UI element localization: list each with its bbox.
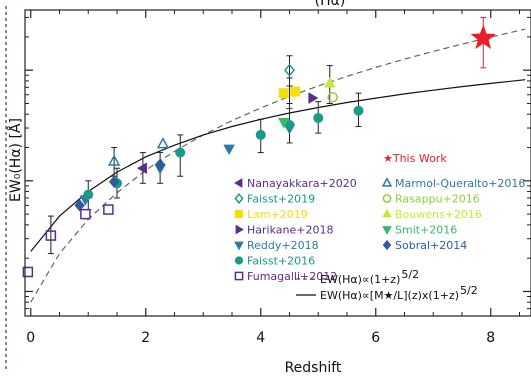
x-axis-label: Redshift	[285, 360, 342, 376]
point-sobral-2014	[154, 158, 166, 171]
y-axis-ticks: 101001000	[25, 16, 531, 317]
point-harikane-2018	[308, 92, 319, 104]
legend-marker-lam-2019	[234, 209, 244, 219]
legend-marker-sobral-2014	[382, 239, 392, 251]
x-tick-label: 2	[141, 330, 150, 346]
curve-solid-ml-model	[30, 79, 526, 252]
annotation-this-work: ★This Work	[383, 152, 447, 165]
point-faisst-2016	[255, 129, 266, 140]
point-bouwens-2016	[323, 76, 336, 88]
curve-dashed-power-law	[30, 28, 526, 303]
legend-label-bouwens-2016: Bouwens+2016	[395, 208, 482, 221]
x-tick-label: 0	[26, 330, 35, 346]
point-faisst-2016	[175, 147, 186, 158]
point-faisst-2019	[284, 63, 295, 77]
data-markers	[22, 24, 497, 278]
point-lam-2019	[278, 88, 289, 99]
legend-label-fumagalli-2012: Fumagalli+2012	[247, 270, 337, 283]
point-rasappu-2016	[327, 91, 338, 103]
this-work-annotation: ★This Work	[383, 152, 447, 165]
point-faisst-2016	[83, 189, 94, 200]
x-axis-ticks: 0 2 4 6 8	[26, 10, 520, 346]
legend-label-rasappu-2016: Rasappu+2016	[395, 193, 480, 206]
legend-label-smit-2016: Smit+2016	[395, 224, 457, 237]
point-marmol-queralto-2016	[156, 137, 170, 149]
legend: ★This Work Nanayakkara+2020 Faisst+2019 La…	[234, 152, 525, 302]
point-smit-2016	[277, 117, 290, 129]
point-sobral-2014	[108, 175, 120, 188]
point-lam-2019	[290, 86, 301, 97]
legend-label-reddy-2018: Reddy+2018	[247, 239, 319, 252]
legend-curve-label: EW(Hα)∝[M★/L](z)x(1+z)	[320, 289, 459, 302]
clipped-title-fragment: (Hα)	[315, 0, 346, 9]
legend-label-marmol-queralto-2016: Marmol-Queralto+2016	[395, 177, 525, 190]
legend-marker-fumagalli-2012	[234, 271, 244, 281]
legend-marker-bouwens-2016	[382, 208, 392, 218]
point-marmol-queralto-2016	[107, 154, 121, 166]
x-tick-label: 6	[371, 330, 380, 346]
legend-marker-faisst-2019	[234, 193, 244, 204]
legend-marker-nanayakkara-2020	[234, 178, 243, 188]
error-bars	[47, 16, 487, 255]
x-tick-label: 4	[256, 330, 265, 346]
legend-label-faisst-2016: Faisst+2016	[247, 255, 315, 268]
point-reddy-2018	[223, 144, 235, 156]
legend-marker-reddy-2018	[234, 241, 244, 251]
model-curves	[30, 28, 526, 303]
point-faisst-2016	[353, 105, 364, 116]
legend-curve-exponent: 5/2	[401, 268, 419, 281]
point-fumagalli-2012	[80, 208, 91, 220]
legend-marker-harikane-2018	[235, 224, 244, 235]
legend-curve-exponent: 5/2	[460, 284, 478, 297]
legend-label-lam-2019: Lam+2019	[247, 208, 308, 221]
legend-label-harikane-2018: Harikane+2018	[247, 224, 333, 237]
plot-frame	[24, 9, 531, 317]
legend-label-sobral-2014: Sobral+2014	[395, 239, 467, 252]
point-fumagalli-2012	[103, 204, 114, 215]
legend-label-faisst-2019: Faisst+2019	[247, 193, 315, 206]
point-faisst-2016	[313, 112, 324, 123]
point-nanayakkara-2020	[136, 162, 147, 175]
legend-label-nanayakkara-2020: Nanayakkara+2020	[247, 177, 357, 190]
legend-marker-marmol-queralto-2016	[381, 177, 393, 187]
legend-marker-faisst-2016	[234, 256, 244, 265]
y-axis-label: EW₀(Hα) [Å]	[7, 118, 24, 202]
point-sobral-2014	[74, 199, 85, 212]
point-this-work	[470, 24, 497, 49]
x-tick-label: 8	[486, 330, 495, 346]
point-fumagalli-2012	[45, 230, 57, 241]
legend-marker-rasappu-2016	[382, 194, 392, 203]
legend-marker-smit-2016	[382, 226, 392, 235]
legend-curve-label: EW(Hα)∝(1+z)	[320, 273, 400, 286]
point-fumagalli-2012	[22, 266, 34, 278]
